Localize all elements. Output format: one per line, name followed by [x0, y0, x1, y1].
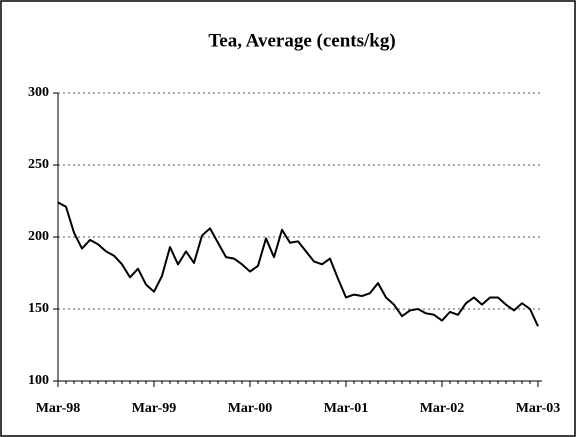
y-tick-label: 300 [28, 85, 49, 100]
x-tick-label: Mar-00 [228, 401, 273, 416]
series-line [57, 201, 539, 327]
x-tick-label: Mar-02 [420, 401, 465, 416]
x-tick-label: Mar-99 [132, 401, 177, 416]
y-tick-label: 250 [28, 157, 49, 172]
chart-title: Tea, Average (cents/kg) [208, 30, 395, 51]
x-tick-label: Mar-03 [516, 401, 561, 416]
y-tick-label: 200 [28, 229, 49, 244]
y-tick-label: 150 [28, 301, 49, 316]
x-tick-label: Mar-98 [36, 401, 81, 416]
x-tick-label: Mar-01 [324, 401, 369, 416]
y-tick-label: 100 [28, 373, 49, 388]
